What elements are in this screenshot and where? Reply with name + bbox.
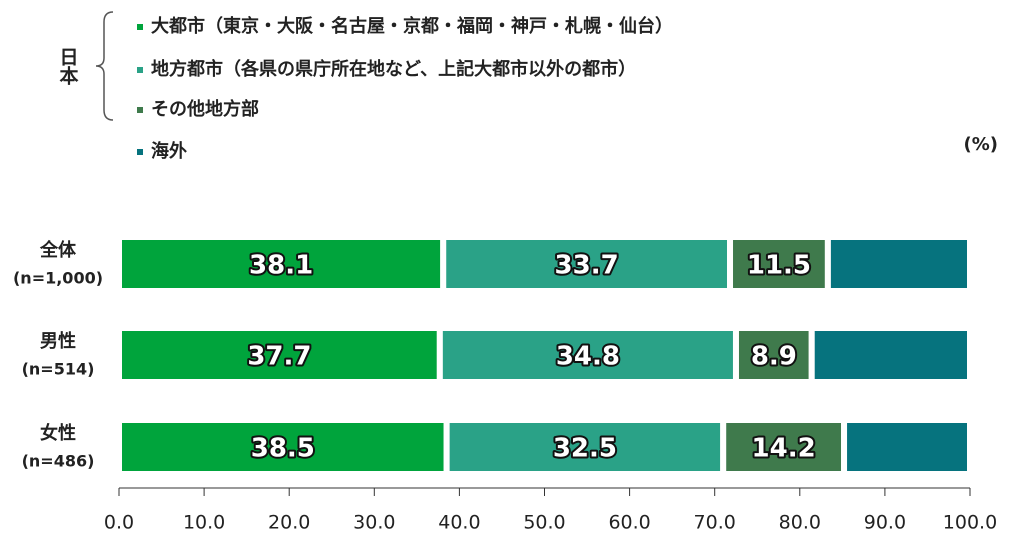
sample-size: (n=486) (22, 452, 95, 471)
bar-segment (720, 417, 848, 477)
bar-segment (824, 234, 973, 294)
category-label: 女性 (40, 422, 76, 444)
bar-segment (841, 417, 973, 477)
bar-segment (808, 325, 973, 385)
bar-segment (436, 325, 739, 385)
value-label: 11.5 (747, 251, 811, 281)
legend-label: その他地方部 (151, 98, 259, 120)
legend-swatch (137, 107, 143, 113)
legend-label: 地方都市（各県の県庁所在地など、上記大都市以外の都市） (151, 58, 636, 80)
x-tick-label: 40.0 (438, 512, 480, 534)
x-tick-label: 10.0 (183, 512, 225, 534)
legend-label: 大都市（東京・大阪・名古屋・京都・福岡・神戸・札幌・仙台） (151, 15, 673, 37)
unit-label: (%) (964, 134, 999, 155)
legend-group: 日本 (57, 47, 79, 86)
sample-size: (n=1,000) (13, 269, 103, 288)
sample-size: (n=514) (22, 360, 95, 379)
x-tick-label: 100.0 (943, 512, 997, 534)
legend-swatch (137, 67, 143, 73)
bar-segment (116, 417, 450, 477)
x-tick-label: 0.0 (104, 512, 134, 534)
x-tick-label: 70.0 (694, 512, 736, 534)
value-label: 34.8 (556, 342, 620, 372)
legend-swatch (137, 149, 143, 155)
value-label: 38.5 (251, 434, 315, 464)
bar-segment (116, 234, 447, 294)
value-label: 37.7 (247, 342, 311, 372)
legend-swatch (137, 24, 143, 30)
legend-label: 海外 (151, 140, 187, 162)
value-label: 14.2 (752, 434, 816, 464)
category-label: 男性 (40, 330, 76, 352)
value-label: 38.1 (249, 251, 313, 281)
legend-brace (95, 11, 114, 121)
bar-segment (440, 234, 734, 294)
x-tick-label: 20.0 (268, 512, 310, 534)
x-tick-label: 80.0 (779, 512, 821, 534)
x-tick-label: 50.0 (523, 512, 565, 534)
x-tick-label: 30.0 (353, 512, 395, 534)
category-label: 全体 (39, 239, 77, 261)
value-label: 32.5 (553, 434, 617, 464)
x-tick-label: 60.0 (608, 512, 650, 534)
value-label: 33.7 (555, 251, 619, 281)
x-tick-label: 90.0 (864, 512, 906, 534)
value-label: 8.9 (751, 342, 797, 372)
